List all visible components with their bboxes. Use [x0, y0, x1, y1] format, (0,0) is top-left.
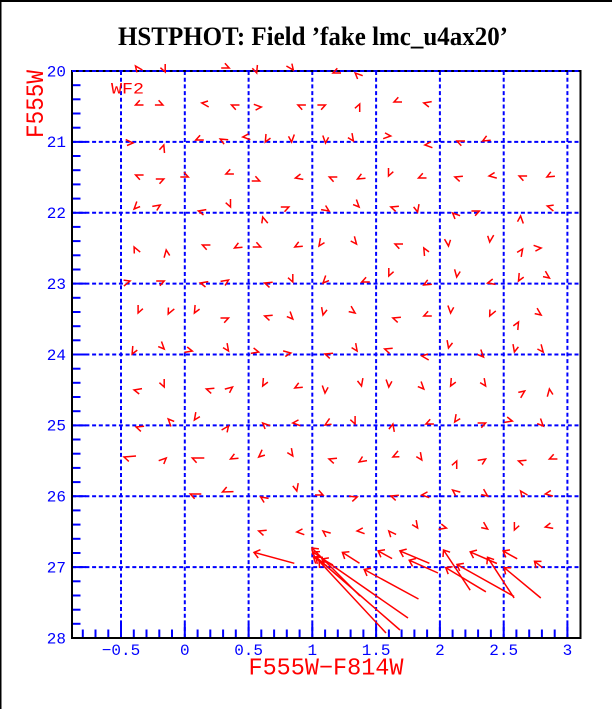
svg-text:F555W−F814W: F555W−F814W: [249, 656, 405, 683]
svg-text:22: 22: [47, 205, 66, 223]
svg-text:26: 26: [47, 489, 66, 507]
svg-text:2: 2: [435, 642, 445, 660]
svg-text:27: 27: [47, 559, 66, 577]
svg-text:3: 3: [563, 642, 573, 660]
svg-text:0.5: 0.5: [234, 642, 263, 660]
svg-text:F555W: F555W: [22, 70, 51, 138]
svg-text:1.5: 1.5: [362, 642, 391, 660]
svg-text:WF2: WF2: [111, 81, 144, 99]
svg-text:2.5: 2.5: [489, 642, 518, 660]
svg-text:−0.5: −0.5: [102, 642, 140, 660]
svg-text:28: 28: [47, 630, 66, 648]
svg-text:23: 23: [47, 276, 66, 294]
svg-text:1: 1: [307, 642, 317, 660]
svg-text:21: 21: [47, 134, 66, 152]
svg-text:24: 24: [47, 347, 66, 365]
svg-text:HSTPHOT: Field ’fake lmc_u4ax2: HSTPHOT: Field ’fake lmc_u4ax20’: [118, 22, 508, 51]
svg-text:0: 0: [180, 642, 190, 660]
svg-text:20: 20: [47, 63, 66, 81]
svg-text:25: 25: [47, 418, 66, 436]
